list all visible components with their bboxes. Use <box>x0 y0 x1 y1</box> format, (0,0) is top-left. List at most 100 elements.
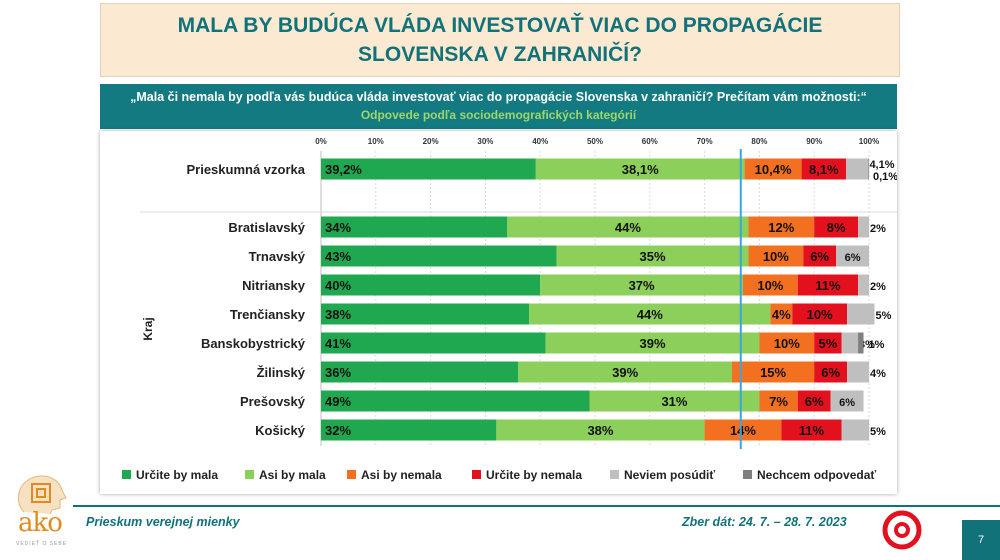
data-label: 38,1% <box>622 162 659 177</box>
chart-frame: 0% 10% 20% 30% 40% 50% 60% 70% 80% 90% 100% Kraj Pri… <box>100 131 898 494</box>
bar-segment <box>556 245 749 267</box>
bar-segment <box>518 361 732 383</box>
bar-segment <box>803 245 837 267</box>
data-label: 49% <box>325 394 351 409</box>
bar-segment <box>496 419 705 441</box>
bar-segment <box>535 158 745 180</box>
data-label: 39% <box>640 336 666 351</box>
x-tick-label: 0% <box>315 137 327 146</box>
legend-swatch <box>122 470 131 479</box>
bar-segment <box>830 390 864 412</box>
x-tick-label: 90% <box>806 137 822 146</box>
bar-segment <box>759 332 815 354</box>
title-box: MALA BY BUDÚCA VLÁDA INVESTOVAŤ VIAC DO … <box>100 3 900 77</box>
data-label: 38% <box>587 423 613 438</box>
group-label-kraj: Kraj <box>141 317 155 340</box>
bar-segment <box>732 361 815 383</box>
logo-tagline: VEDIEŤ O SEBE <box>16 541 68 547</box>
data-label: 38% <box>325 307 351 322</box>
category-label: Prešovský <box>240 394 306 409</box>
data-label: 2% <box>870 281 886 293</box>
bar-segment <box>742 274 798 296</box>
bar-segment <box>321 245 557 267</box>
legend-label: Asi by mala <box>259 468 326 482</box>
data-label: 36% <box>325 365 351 380</box>
legend-label: Určite by nemala <box>486 468 582 482</box>
data-label: 32% <box>325 423 351 438</box>
data-label: 6% <box>845 252 861 264</box>
legend-swatch <box>245 470 254 479</box>
x-tick-label: 80% <box>751 137 767 146</box>
bar-segment <box>540 274 743 296</box>
data-label: 5% <box>819 336 838 351</box>
category-label: Prieskumná vzorka <box>186 162 305 177</box>
data-label: 44% <box>615 220 641 235</box>
legend-swatch <box>347 470 356 479</box>
data-label: 12% <box>768 220 794 235</box>
x-tick-label: 50% <box>587 137 603 146</box>
data-label: 2% <box>870 223 886 235</box>
bar-segment <box>748 216 815 238</box>
data-label: 10% <box>807 307 833 322</box>
data-label: 44% <box>637 307 663 322</box>
data-label: 4% <box>772 307 791 322</box>
category-label: Košický <box>255 423 306 438</box>
data-label: 5% <box>870 426 886 438</box>
x-tick-label: 40% <box>532 137 548 146</box>
data-label: 34% <box>325 220 351 235</box>
bar-segment <box>858 274 869 296</box>
footer-survey-label: Prieskum verejnej mienky <box>86 515 240 529</box>
bar-segment <box>321 390 590 412</box>
ako-logo <box>14 474 76 554</box>
bar-segment <box>841 332 859 354</box>
bar-segment <box>814 361 848 383</box>
bar-segment <box>321 274 541 296</box>
data-label: 41% <box>325 336 351 351</box>
bar-segment <box>845 158 869 180</box>
bar-segment <box>507 216 749 238</box>
bar-segment <box>814 216 859 238</box>
head-maze-icon <box>18 475 67 515</box>
question-banner: „Mala či nemala by podľa vás budúca vlád… <box>100 84 897 129</box>
data-label: 4,1% <box>869 159 894 171</box>
data-label: 8% <box>827 220 846 235</box>
data-label: 39% <box>612 365 638 380</box>
data-label: 1% <box>869 339 885 351</box>
legend-swatch <box>610 470 619 479</box>
data-label: 5% <box>875 310 891 322</box>
data-label: 31% <box>661 394 687 409</box>
bar-segment <box>704 419 782 441</box>
bar-segment <box>321 158 536 180</box>
x-tick-label: 30% <box>477 137 493 146</box>
stacked-bar-chart: 0% 10% 20% 30% 40% 50% 60% 70% 80% 90% 100% Kraj Pri… <box>122 137 898 482</box>
bar-segment <box>792 303 848 325</box>
category-label: Bratislavský <box>228 220 305 235</box>
data-label: 10% <box>774 336 800 351</box>
data-label: 6% <box>805 394 824 409</box>
data-label: 40% <box>325 278 351 293</box>
data-label: 6% <box>839 397 855 409</box>
bar-segment <box>321 419 497 441</box>
data-label: 0,1% <box>873 171 897 183</box>
data-label: 37% <box>629 278 655 293</box>
bar-segment <box>770 303 793 325</box>
bar-segment <box>748 245 804 267</box>
x-tick-label: 60% <box>642 137 658 146</box>
bar-segment <box>321 303 530 325</box>
page-title: MALA BY BUDÚCA VLÁDA INVESTOVAŤ VIAC DO … <box>177 14 823 66</box>
category-label: Trenčiansky <box>230 307 306 322</box>
question-subtitle: Odpovede podľa sociodemografických kateg… <box>360 108 637 122</box>
bar-segment <box>847 361 869 383</box>
data-label: 35% <box>640 249 666 264</box>
bar-segment <box>321 216 508 238</box>
bar-segment <box>321 332 546 354</box>
bar-segment <box>529 303 771 325</box>
x-tick-label: 100% <box>859 137 879 146</box>
category-label: Žilinský <box>257 365 306 380</box>
footer-divider <box>73 505 1000 507</box>
bar-segment <box>858 332 864 354</box>
legend-swatch <box>472 470 481 479</box>
data-label: 6% <box>810 249 829 264</box>
data-label: 6% <box>821 365 840 380</box>
data-label: 10% <box>763 249 789 264</box>
